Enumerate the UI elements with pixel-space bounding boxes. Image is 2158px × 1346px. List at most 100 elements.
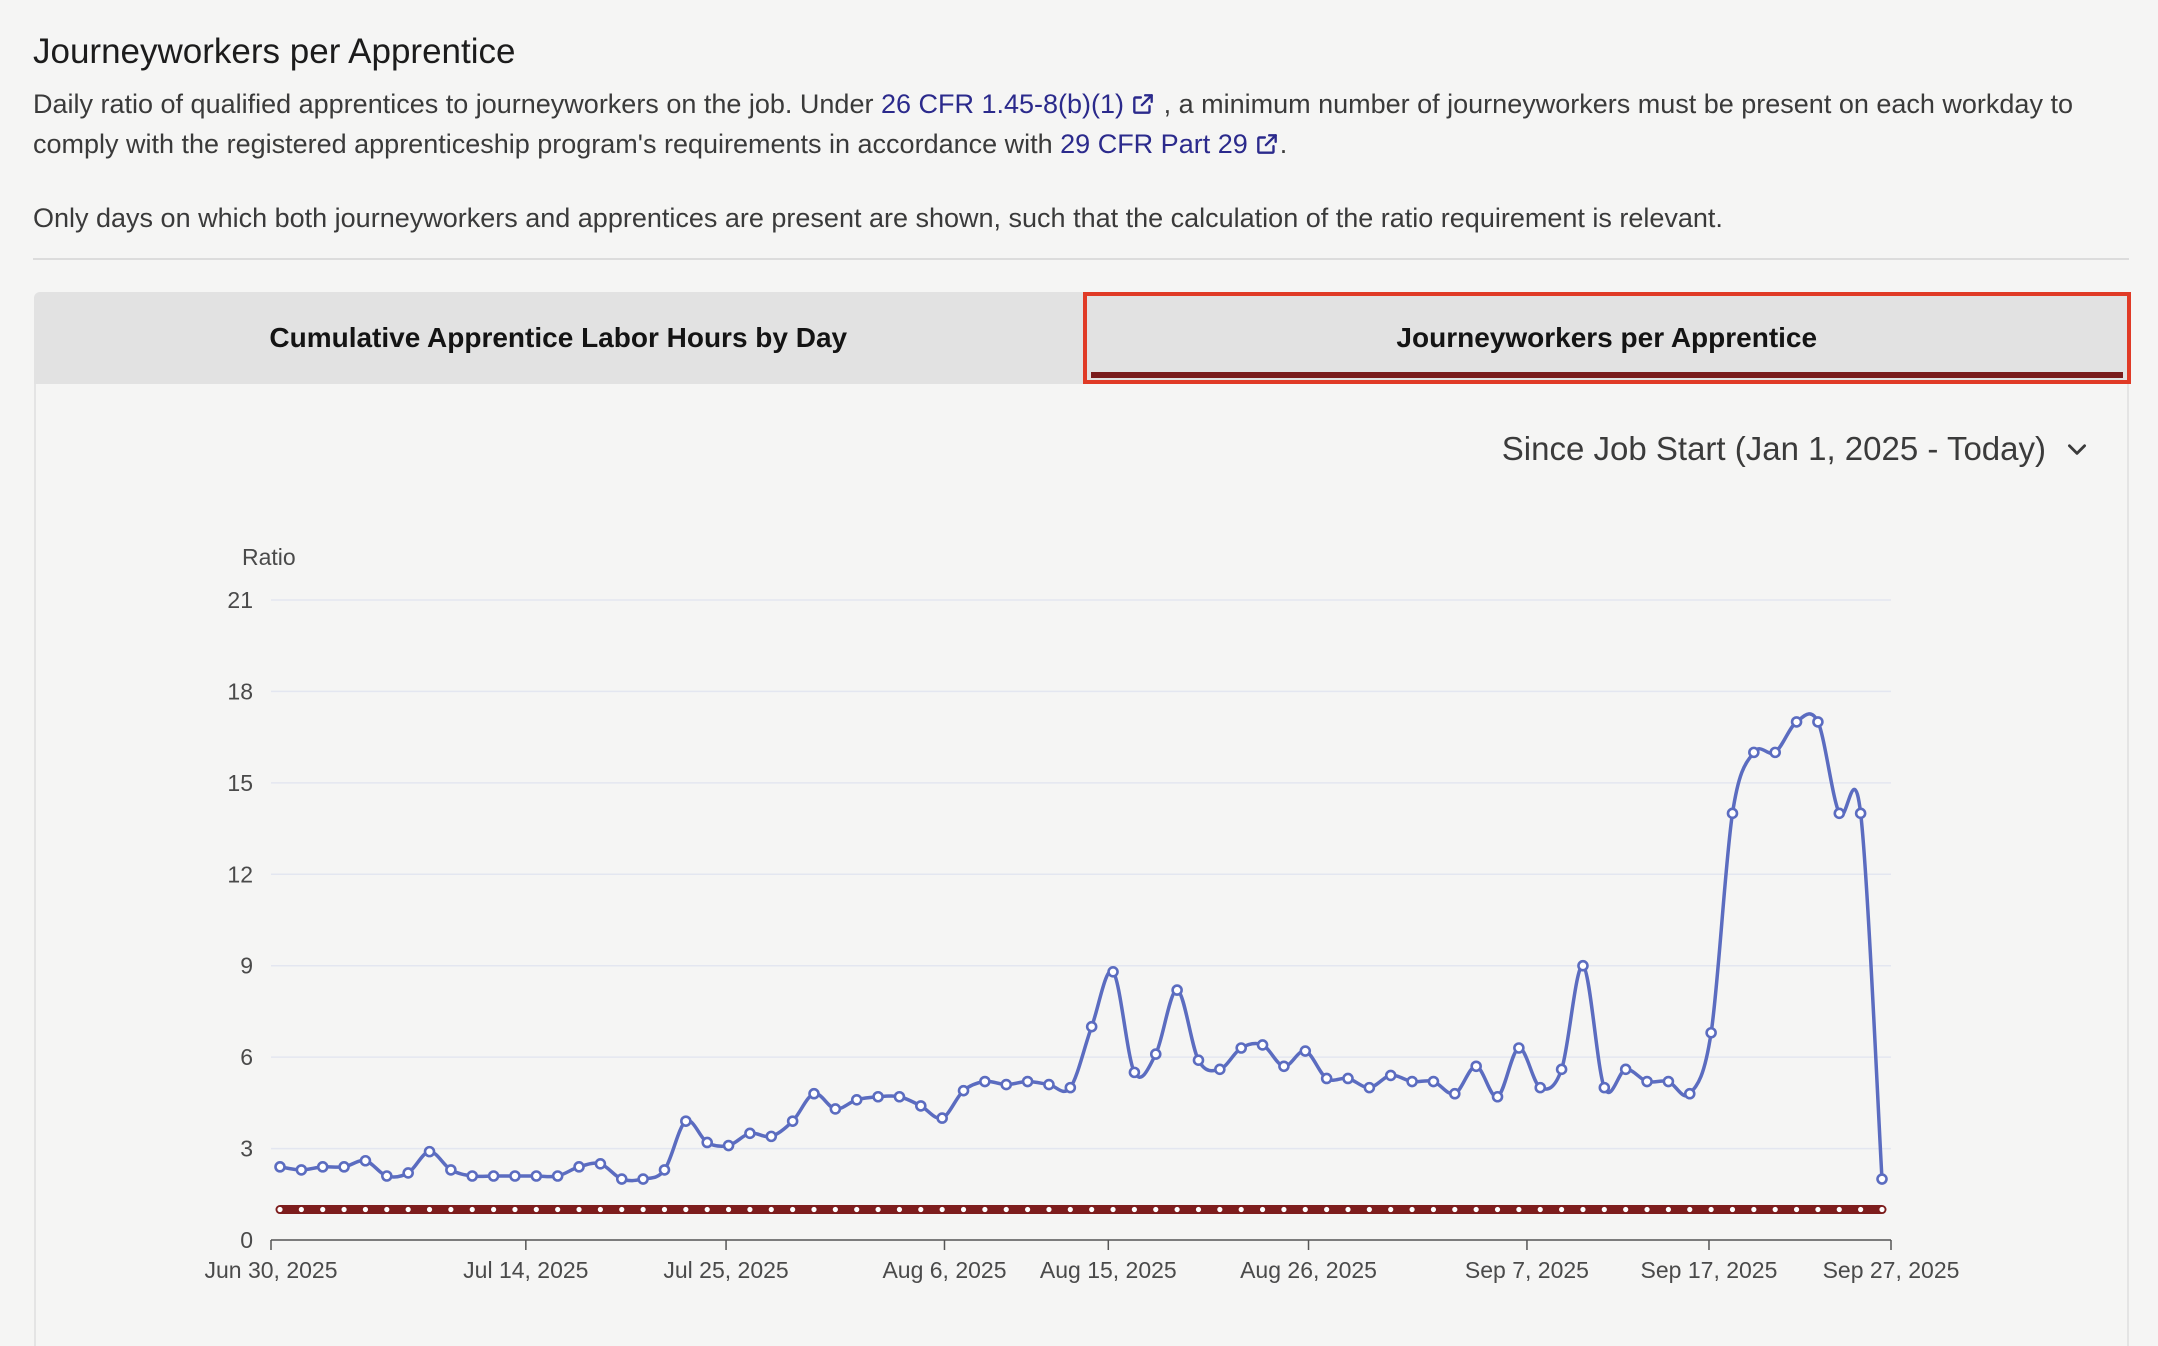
y-tick-label: 21	[227, 587, 253, 613]
requirement-point	[1792, 1205, 1801, 1214]
requirement-point	[938, 1205, 946, 1214]
requirement-point	[1386, 1205, 1395, 1214]
cfr-26-link[interactable]: 26 CFR 1.45-8(b)(1)	[881, 89, 1156, 119]
requirement-point	[1579, 1205, 1587, 1214]
requirement-point	[318, 1205, 327, 1214]
ratio-data-point	[1128, 1066, 1141, 1079]
ratio-data-point	[1833, 807, 1846, 820]
y-axis-label: Ratio	[242, 544, 296, 570]
description-text-1: Daily ratio of qualified apprentices to …	[33, 89, 881, 119]
requirement-point	[852, 1205, 861, 1214]
requirement-point	[703, 1205, 712, 1214]
ratio-data-point	[1427, 1075, 1440, 1088]
y-tick-label: 12	[227, 861, 253, 887]
requirement-point	[981, 1205, 989, 1214]
requirement-point	[340, 1205, 348, 1214]
ratio-data-point	[1534, 1081, 1547, 1094]
requirement-point	[1685, 1205, 1694, 1214]
requirement-point	[1515, 1205, 1523, 1214]
date-range-select[interactable]: Since Job Start (Jan 1, 2025 - Today)	[1502, 430, 2090, 468]
tab-cumulative-hours[interactable]: Cumulative Apprentice Labor Hours by Day	[269, 322, 848, 353]
ratio-data-point	[1491, 1090, 1504, 1103]
ratio-data-point	[338, 1161, 350, 1173]
x-tick-label: Aug 6, 2025	[882, 1257, 1006, 1283]
x-tick-label: Sep 27, 2025	[1823, 1257, 1960, 1283]
requirement-point	[1087, 1205, 1096, 1214]
chart-panel	[34, 384, 2129, 1346]
ratio-data-point	[1107, 966, 1119, 978]
ratio-data-point	[1854, 807, 1867, 820]
requirement-point	[1130, 1205, 1139, 1214]
requirement-point	[810, 1205, 818, 1214]
ratio-data-point	[1021, 1075, 1034, 1088]
description: Daily ratio of qualified apprentices to …	[33, 84, 2133, 164]
ratio-data-point	[1192, 1054, 1205, 1066]
ratio-data-point	[509, 1170, 521, 1182]
ratio-data-point	[658, 1164, 671, 1176]
requirement-point	[1771, 1205, 1780, 1214]
ratio-data-point	[402, 1167, 414, 1179]
ratio-data-point	[1000, 1078, 1013, 1091]
ratio-data-point	[786, 1115, 799, 1127]
ratio-series-line	[279, 712, 1884, 1183]
requirement-point	[1216, 1205, 1224, 1214]
ratio-data-point	[1726, 807, 1739, 820]
requirement-point	[1493, 1205, 1502, 1214]
x-tick-label: Sep 7, 2025	[1465, 1257, 1589, 1283]
y-tick-label: 3	[240, 1136, 253, 1162]
ratio-data-point	[551, 1170, 564, 1182]
ratio-data-point	[1342, 1072, 1354, 1085]
requirement-point	[404, 1205, 412, 1214]
ratio-data-point	[1577, 959, 1589, 972]
ratio-data-point	[1769, 746, 1781, 759]
requirement-point	[1835, 1205, 1844, 1214]
ratio-data-point	[1876, 1173, 1888, 1185]
ratio-data-point	[530, 1170, 543, 1182]
ratio-data-point	[1299, 1045, 1312, 1057]
ratio-data-point	[423, 1145, 436, 1158]
cfr-29-link[interactable]: 29 CFR Part 29	[1060, 129, 1280, 159]
requirement-point	[1728, 1205, 1737, 1214]
ratio-data-point	[1363, 1081, 1376, 1094]
tab-journeyworkers-per-apprentice[interactable]: Journeyworkers per Apprentice	[1082, 292, 2131, 384]
chevron-down-icon	[2068, 444, 2086, 455]
ratio-data-point	[1064, 1081, 1077, 1094]
requirement-point	[468, 1205, 477, 1214]
requirement-point	[1408, 1205, 1416, 1214]
requirement-point	[1194, 1205, 1203, 1214]
ratio-data-point	[829, 1103, 842, 1115]
requirement-point	[361, 1205, 370, 1214]
x-tick-label: Sep 17, 2025	[1641, 1257, 1778, 1283]
requirement-point	[489, 1205, 498, 1214]
requirement-point	[1856, 1205, 1865, 1214]
ratio-data-point	[1812, 716, 1824, 728]
requirement-point	[831, 1205, 840, 1214]
ratio-data-point	[1790, 716, 1803, 728]
ratio-data-point	[744, 1127, 756, 1140]
ratio-data-point	[872, 1090, 884, 1103]
y-tick-label: 6	[240, 1044, 253, 1070]
ratio-data-point	[1619, 1063, 1632, 1076]
ratio-data-point	[850, 1094, 863, 1106]
requirement-point	[1878, 1205, 1886, 1214]
ratio-data-point	[893, 1090, 906, 1103]
ratio-data-point	[1513, 1042, 1525, 1054]
ratio-data-point	[445, 1164, 457, 1176]
requirement-point	[425, 1205, 434, 1214]
ratio-data-point	[1320, 1072, 1333, 1085]
page-title: Journeyworkers per Apprentice	[33, 32, 516, 71]
x-tick-label: Jul 14, 2025	[463, 1257, 588, 1283]
requirement-point	[511, 1205, 519, 1214]
ratio-data-point	[274, 1161, 286, 1173]
requirement-point	[1151, 1205, 1160, 1214]
ratio-data-point	[295, 1164, 308, 1176]
ratio-data-point	[1085, 1020, 1098, 1033]
ratio-data-point	[1470, 1060, 1482, 1073]
description-text-3: .	[1279, 129, 1288, 159]
external-link-icon	[1256, 134, 1277, 154]
requirement-point	[1750, 1205, 1758, 1214]
requirement-point	[1429, 1205, 1438, 1214]
requirement-point	[1280, 1205, 1288, 1214]
requirement-point	[276, 1205, 284, 1214]
